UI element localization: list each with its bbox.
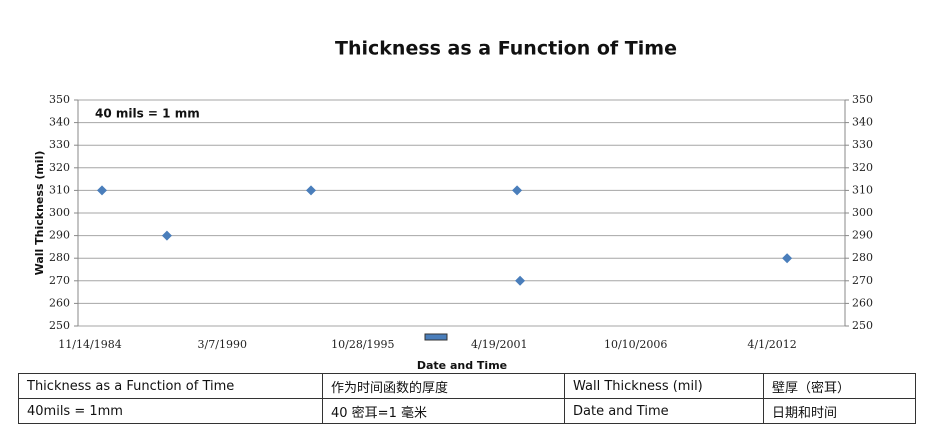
legend-icon [424,333,448,341]
y-tick-label: 260 [49,296,70,309]
annotation: 40 mils = 1 mm [95,107,200,121]
y-tick-label: 290 [49,229,70,242]
y2-tick-label: 260 [852,296,873,309]
y2-tick-label: 310 [852,183,873,196]
table-cell: Wall Thickness (mil) [564,373,764,399]
y2-tick-label: 330 [852,138,873,151]
chart: Thickness as a Function of Time 40 mils … [33,38,873,373]
x-tick-label: 11/14/1984 [58,338,121,351]
y2-tick-label: 250 [852,319,873,332]
table-cell: Date and Time [564,398,764,424]
y-tick-label: 280 [49,251,70,264]
data-point [161,230,172,241]
x-tick-label: 4/1/2012 [747,338,796,351]
data-point [512,185,523,196]
y-tick-label: 340 [49,116,70,129]
table-cell: 作为时间函数的厚度 [322,373,565,399]
y2-tick-label: 290 [852,229,873,242]
y-axis-label: Wall Thickness (mil) [33,151,46,276]
data-point [782,253,793,264]
y-tick-label: 330 [49,138,70,151]
y2-tick-label: 280 [852,251,873,264]
y2-tick-label: 320 [852,161,873,174]
table-cell: Thickness as a Function of Time [18,373,323,399]
table-cell: 日期和时间 [763,398,916,424]
x-tick-label: 10/28/1995 [331,338,394,351]
y2-tick-label: 340 [852,116,873,129]
table-row: Thickness as a Function of Time 作为时间函数的厚度… [18,373,916,399]
x-tick-label: 3/7/1990 [198,338,247,351]
y-tick-label: 250 [49,319,70,332]
y2-tick-label: 270 [852,274,873,287]
data-point [515,275,526,286]
x-tick-label: 4/19/2001 [471,338,527,351]
y-tick-label: 310 [49,183,70,196]
y-tick-label: 300 [49,206,70,219]
table-cell: 40 密耳=1 毫米 [322,398,565,424]
y-tick-label: 270 [49,274,70,287]
data-point [97,185,108,196]
y2-tick-label: 300 [852,206,873,219]
y2-tick-label: 350 [852,93,873,106]
y-tick-label: 350 [49,93,70,106]
chart-title: Thickness as a Function of Time [335,38,677,60]
x-axis-label: Date and Time [417,359,507,372]
table-cell: 40mils = 1mm [18,398,323,424]
table-row: 40mils = 1mm 40 密耳=1 毫米 Date and Time 日期和时间 [18,398,916,424]
table-cell: 壁厚（密耳） [763,373,916,399]
data-table: Thickness as a Function of Time 作为时间函数的厚度… [18,373,916,424]
y-tick-label: 320 [49,161,70,174]
x-tick-label: 10/10/2006 [604,338,667,351]
data-point [305,185,316,196]
